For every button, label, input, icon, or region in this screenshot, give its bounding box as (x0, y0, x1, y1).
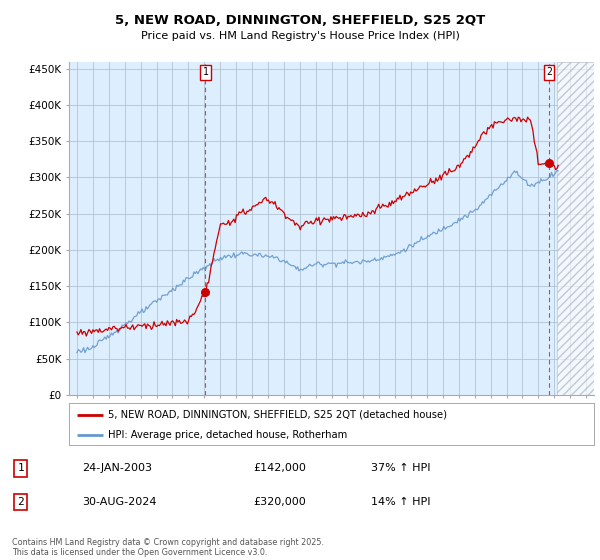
Text: 2: 2 (546, 67, 552, 77)
Text: £320,000: £320,000 (253, 497, 306, 507)
Text: Price paid vs. HM Land Registry's House Price Index (HPI): Price paid vs. HM Land Registry's House … (140, 31, 460, 41)
Bar (557, 62, 594, 395)
Text: HPI: Average price, detached house, Rotherham: HPI: Average price, detached house, Roth… (109, 430, 347, 440)
Text: £142,000: £142,000 (253, 463, 306, 473)
Text: 1: 1 (202, 67, 208, 77)
Text: Contains HM Land Registry data © Crown copyright and database right 2025.
This d: Contains HM Land Registry data © Crown c… (12, 538, 324, 557)
Text: 37% ↑ HPI: 37% ↑ HPI (371, 463, 430, 473)
Text: 14% ↑ HPI: 14% ↑ HPI (371, 497, 430, 507)
Text: 1: 1 (17, 463, 24, 473)
Text: 5, NEW ROAD, DINNINGTON, SHEFFIELD, S25 2QT (detached house): 5, NEW ROAD, DINNINGTON, SHEFFIELD, S25 … (109, 410, 448, 420)
Text: 2: 2 (17, 497, 24, 507)
Text: 30-AUG-2024: 30-AUG-2024 (82, 497, 157, 507)
Text: 5, NEW ROAD, DINNINGTON, SHEFFIELD, S25 2QT: 5, NEW ROAD, DINNINGTON, SHEFFIELD, S25 … (115, 14, 485, 27)
Text: 24-JAN-2003: 24-JAN-2003 (82, 463, 152, 473)
